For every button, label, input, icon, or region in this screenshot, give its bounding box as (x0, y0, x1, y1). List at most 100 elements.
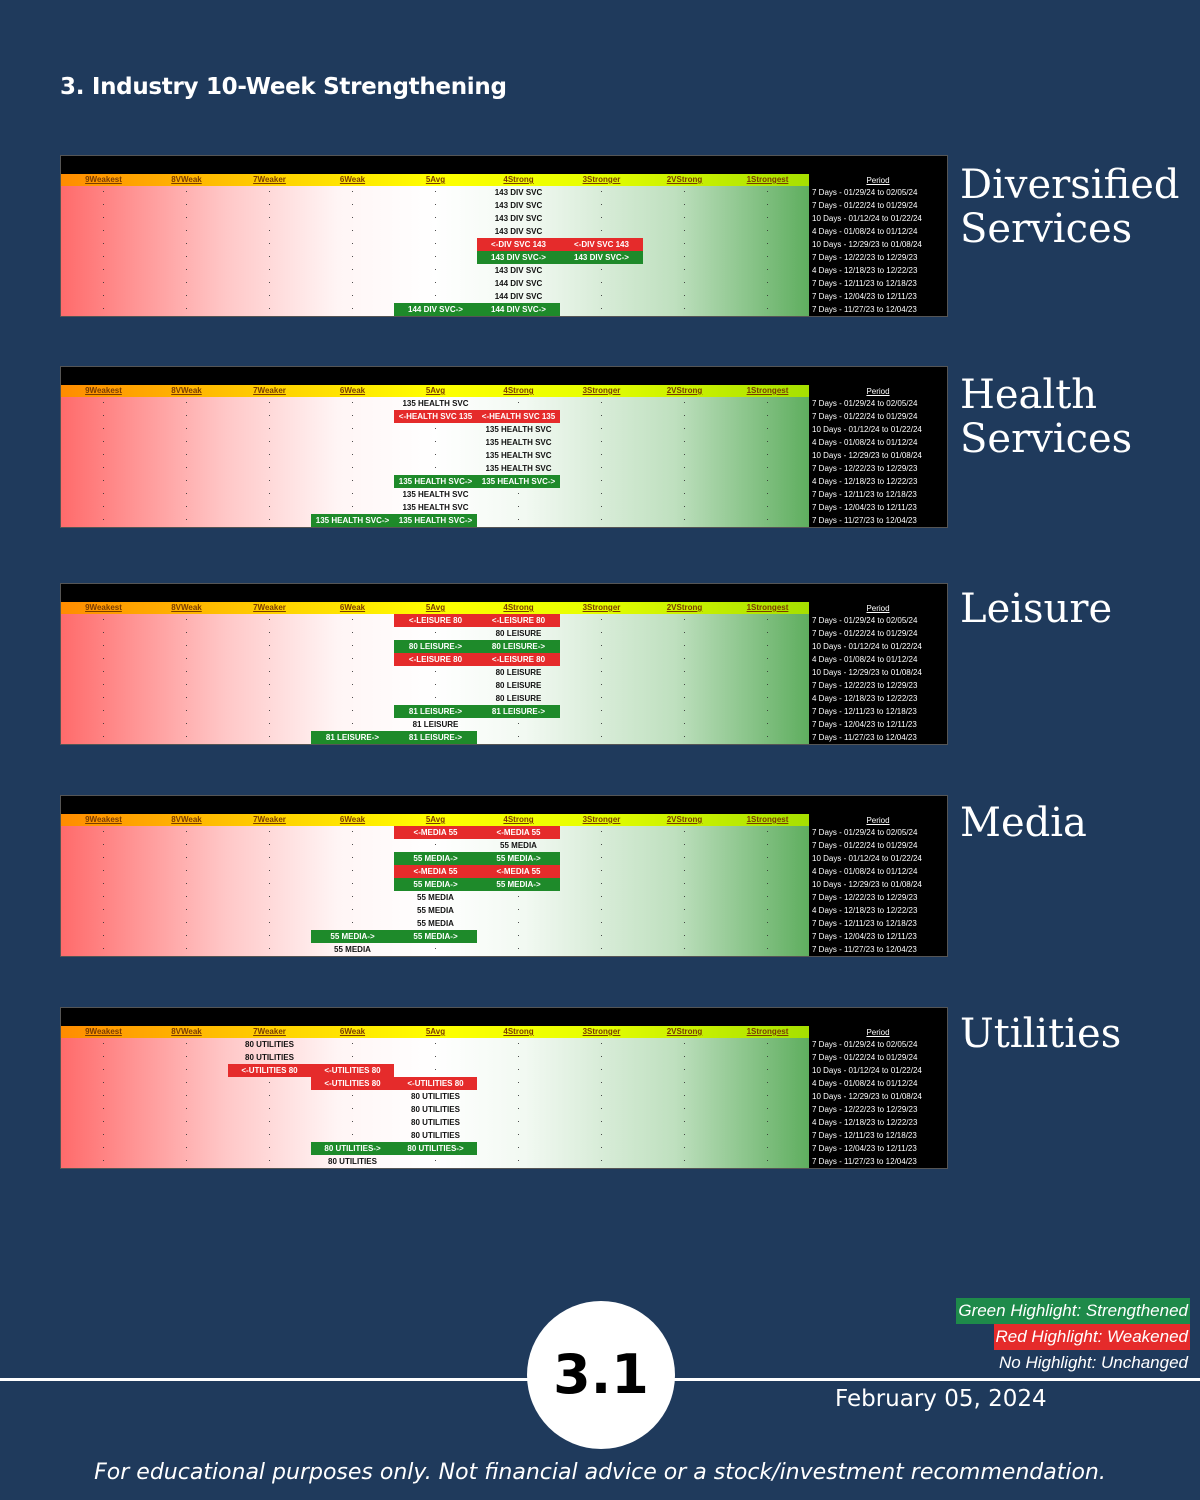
empty-cell-dot: . (351, 837, 354, 847)
empty-cell-dot: . (683, 1049, 686, 1059)
period-row: 7 Days - 11/27/23 to 12/04/23 (812, 305, 917, 314)
rank-cell: <-MEDIA 55 (394, 865, 477, 878)
period-row: 7 Days - 12/11/23 to 12/18/23 (812, 279, 917, 288)
rank-cell: 80 UTILITIES-> (311, 1142, 394, 1155)
empty-cell-dot: . (600, 447, 603, 457)
rank-header-6: 3Stronger (582, 175, 621, 184)
empty-cell-dot: . (185, 499, 188, 509)
empty-cell-dot: . (434, 421, 437, 431)
rank-cell: 80 UTILITIES (411, 1131, 460, 1140)
rank-cell: 80 LEISURE (495, 629, 542, 638)
rank-cell: 143 DIV SVC-> (477, 251, 560, 264)
rank-cell: 143 DIV SVC-> (560, 251, 643, 264)
rank-header-7: 2VStrong (666, 603, 703, 612)
empty-cell-dot: . (766, 729, 769, 739)
period-column: Period 7 Days - 01/29/24 to 02/05/24 7 Day… (809, 814, 947, 956)
page-number-badge: 3.1 (527, 1301, 675, 1449)
empty-cell-dot: . (683, 1075, 686, 1085)
period-row: 7 Days - 01/29/24 to 02/05/24 (812, 399, 918, 408)
empty-cell-dot: . (766, 863, 769, 873)
empty-cell-dot: . (683, 638, 686, 648)
empty-cell-dot: . (683, 486, 686, 496)
empty-cell-dot: . (268, 1101, 271, 1111)
rank-cell: 80 UTILITIES (411, 1105, 460, 1114)
rank-grid: ........................................… (61, 184, 809, 316)
rank-cell: 55 MEDIA-> (311, 930, 394, 943)
rank-header-3: 6Weak (339, 175, 366, 184)
empty-cell-dot: . (185, 262, 188, 272)
rank-cell: 135 HEALTH SVC-> (477, 475, 560, 488)
rank-header-8: 1Strongest (746, 175, 789, 184)
empty-cell-dot: . (600, 1088, 603, 1098)
empty-cell-dot: . (102, 651, 105, 661)
empty-cell-dot: . (683, 210, 686, 220)
period-row: 7 Days - 12/11/23 to 12/18/23 (812, 707, 917, 716)
empty-cell-dot: . (351, 1101, 354, 1111)
empty-cell-dot: . (683, 1062, 686, 1072)
period-row: 4 Days - 12/18/23 to 12/22/23 (812, 906, 918, 915)
period-row: 7 Days - 01/29/24 to 02/05/24 (812, 188, 918, 197)
report-date: February 05, 2024 (835, 1386, 1047, 1412)
rank-grid: ........................................… (61, 824, 809, 956)
period-column: Period 7 Days - 01/29/24 to 02/05/24 7 Day… (809, 174, 947, 316)
empty-cell-dot: . (268, 197, 271, 207)
empty-cell-dot: . (517, 1114, 520, 1124)
rank-cell: 144 DIV SVC-> (394, 303, 477, 316)
rank-cell: 55 MEDIA (334, 945, 371, 954)
empty-cell-dot: . (268, 223, 271, 233)
empty-cell-dot: . (351, 902, 354, 912)
rank-cell: <-UTILITIES 80 (311, 1064, 394, 1077)
empty-cell-dot: . (683, 197, 686, 207)
empty-cell-dot: . (434, 460, 437, 470)
empty-cell-dot: . (102, 1062, 105, 1072)
empty-cell-dot: . (102, 638, 105, 648)
period-row: 7 Days - 01/29/24 to 02/05/24 (812, 828, 918, 837)
empty-cell-dot: . (600, 210, 603, 220)
empty-cell-dot: . (683, 447, 686, 457)
empty-cell-dot: . (766, 1049, 769, 1059)
empty-cell-dot: . (268, 941, 271, 951)
empty-cell-dot: . (102, 197, 105, 207)
empty-cell-dot: . (268, 395, 271, 405)
empty-cell-dot: . (102, 902, 105, 912)
empty-cell-dot: . (600, 395, 603, 405)
empty-cell-dot: . (185, 1049, 188, 1059)
empty-cell-dot: . (268, 210, 271, 220)
period-row: 10 Days - 12/29/23 to 01/08/24 (812, 240, 922, 249)
empty-cell-dot: . (102, 703, 105, 713)
empty-cell-dot: . (600, 824, 603, 834)
empty-cell-dot: . (351, 1127, 354, 1137)
empty-cell-dot: . (766, 262, 769, 272)
empty-cell-dot: . (517, 395, 520, 405)
period-row: 10 Days - 12/29/23 to 01/08/24 (812, 668, 922, 677)
rank-header-row: 9Weakest 8VWeak 7Weaker 6Weak 5Avg 4Strong 3St… (61, 174, 809, 186)
empty-cell-dot: . (102, 915, 105, 925)
empty-cell-dot: . (102, 677, 105, 687)
rank-cell: 80 UTILITIES (411, 1118, 460, 1127)
rank-cell: <-MEDIA 55 (477, 865, 560, 878)
rank-header-7: 2VStrong (666, 1027, 703, 1036)
period-row: 4 Days - 12/18/23 to 12/22/23 (812, 266, 918, 275)
empty-cell-dot: . (102, 625, 105, 635)
empty-cell-dot: . (185, 1140, 188, 1150)
empty-cell-dot: . (268, 1114, 271, 1124)
empty-cell-dot: . (268, 1127, 271, 1137)
empty-cell-dot: . (600, 1140, 603, 1150)
empty-cell-dot: . (600, 625, 603, 635)
empty-cell-dot: . (185, 876, 188, 886)
legend-green: Green Highlight: Strengthened (956, 1298, 1190, 1324)
period-row: 7 Days - 01/22/24 to 01/29/24 (812, 1053, 918, 1062)
empty-cell-dot: . (268, 928, 271, 938)
rank-header-1: 8VWeak (171, 386, 202, 395)
rank-cell: 55 MEDIA-> (394, 852, 477, 865)
empty-cell-dot: . (600, 928, 603, 938)
empty-cell-dot: . (351, 863, 354, 873)
empty-cell-dot: . (185, 690, 188, 700)
rank-cell: 81 LEISURE-> (394, 731, 477, 744)
empty-cell-dot: . (683, 837, 686, 847)
empty-cell-dot: . (683, 421, 686, 431)
empty-cell-dot: . (268, 275, 271, 285)
period-row: 7 Days - 01/29/24 to 02/05/24 (812, 616, 918, 625)
rank-cell: 81 LEISURE-> (394, 705, 477, 718)
empty-cell-dot: . (600, 850, 603, 860)
